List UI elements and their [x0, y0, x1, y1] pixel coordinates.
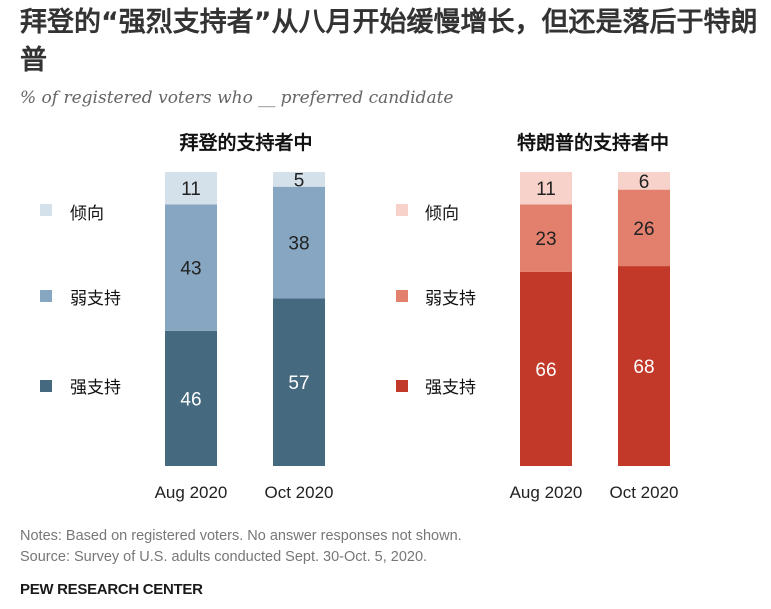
trump-x-tick-0: Aug 2020: [510, 483, 583, 502]
biden-panel-title: 拜登的支持者中: [179, 131, 312, 154]
trump-legend-swatch-1: [396, 290, 408, 302]
brand-logo-text: PEW RESEARCH CENTER: [20, 581, 203, 598]
chart-subtitle: % of registered voters who __ preferred …: [20, 88, 454, 108]
biden-legend-label-1: 弱支持: [70, 289, 121, 309]
biden-value-label-1-0: 57: [288, 373, 309, 394]
biden-value-label-0-0: 46: [180, 389, 201, 410]
trump-bar-1-seg-2: [618, 172, 670, 190]
trump-legend-label-0: 强支持: [425, 378, 476, 398]
biden-x-tick-0: Aug 2020: [155, 483, 228, 502]
trump-panel-title: 特朗普的支持者中: [517, 131, 669, 154]
chart-title: 拜登的“强烈支持者”从八月开始缓慢增长，但还是落后于特朗普: [20, 7, 758, 76]
biden-value-label-1-1: 38: [288, 234, 309, 255]
biden-bar-1-seg-1: [273, 186, 325, 299]
biden-bar-0-seg-1: [165, 204, 217, 331]
biden-value-label-0-1: 43: [180, 259, 201, 280]
notes-line: Notes: Based on registered voters. No an…: [20, 528, 462, 544]
trump-value-label-0-2: 11: [536, 179, 556, 200]
biden-bar-1-seg-2: [273, 172, 325, 187]
source-line: Source: Survey of U.S. adults conducted …: [20, 549, 428, 565]
trump-value-label-0-0: 66: [535, 360, 556, 381]
biden-legend-swatch-2: [40, 204, 52, 216]
biden-legend-swatch-1: [40, 290, 52, 302]
trump-legend-swatch-2: [396, 204, 408, 216]
biden-bar-0-seg-2: [165, 172, 217, 205]
biden-x-tick-1: Oct 2020: [265, 483, 334, 502]
trump-x-tick-1: Oct 2020: [610, 483, 679, 502]
biden-bar-1-seg-0: [273, 298, 325, 466]
trump-bar-0-seg-2: [520, 172, 572, 205]
trump-bar-0-seg-0: [520, 271, 572, 466]
trump-legend-label-2: 倾向: [425, 204, 459, 224]
trump-value-label-1-2: 6: [639, 172, 650, 193]
trump-bar-0-seg-1: [520, 204, 572, 272]
trump-bar-1-seg-0: [618, 266, 670, 466]
trump-value-label-0-1: 23: [535, 229, 556, 250]
trump-legend-label-1: 弱支持: [425, 289, 476, 309]
biden-bar-0-seg-0: [165, 330, 217, 466]
trump-value-label-1-0: 68: [633, 357, 654, 378]
trump-bar-1-seg-1: [618, 189, 670, 267]
notes: Notes: Based on registered voters. No an…: [20, 526, 462, 568]
trump-value-label-1-1: 26: [633, 219, 654, 240]
trump-legend-swatch-0: [396, 380, 408, 392]
biden-legend-label-0: 强支持: [70, 378, 121, 398]
biden-legend-swatch-0: [40, 380, 52, 392]
biden-legend-label-2: 倾向: [70, 204, 104, 224]
biden-value-label-1-2: 5: [294, 170, 305, 191]
biden-value-label-0-2: 11: [181, 179, 201, 200]
